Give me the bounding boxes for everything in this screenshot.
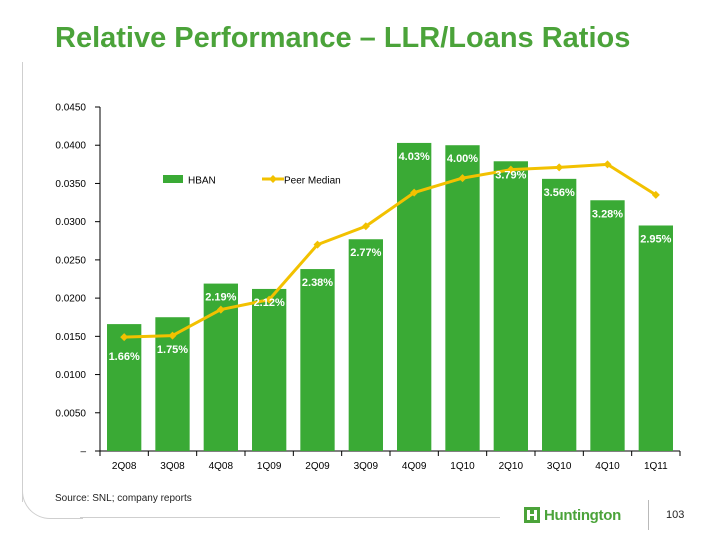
point-peer-median	[216, 305, 225, 314]
bar-value-label: 3.28%	[592, 208, 623, 220]
bar-hban	[542, 178, 577, 451]
x-tick-label: 2Q10	[499, 461, 524, 472]
line-peer-median	[124, 162, 657, 339]
legend-label-hban: HBAN	[188, 176, 216, 187]
page-number: 103	[666, 509, 685, 521]
point-peer-median	[168, 331, 177, 340]
y-tick-label: 0.0400	[55, 141, 86, 152]
x-tick-label: 4Q10	[595, 461, 620, 472]
bar-hban	[445, 145, 480, 451]
point-peer-median	[313, 240, 322, 249]
bar-hban	[300, 269, 335, 451]
x-tick-label: 1Q10	[450, 461, 475, 472]
bar-value-label: 4.03%	[399, 151, 430, 163]
logo-text: Huntington	[544, 506, 621, 524]
frame-corner	[22, 478, 83, 519]
x-tick-label: 3Q09	[354, 461, 379, 472]
y-tick-label: 0.0050	[55, 408, 86, 419]
legend-swatch-hban	[163, 175, 183, 183]
bar-hban	[590, 200, 625, 451]
huntington-logo-icon	[524, 507, 540, 523]
y-tick-label: –	[80, 447, 86, 458]
bar-hban	[348, 239, 383, 451]
y-tick-label: 0.0350	[55, 179, 86, 190]
y-tick-label: 0.0100	[55, 370, 86, 381]
bar-value-label: 1.75%	[157, 344, 188, 356]
x-tick-label: 3Q08	[160, 461, 185, 472]
frame-line-bottom	[80, 517, 500, 518]
bar-value-label: 2.12%	[254, 297, 285, 309]
x-tick-label: 4Q09	[402, 461, 427, 472]
x-tick-label: 3Q10	[547, 461, 572, 472]
y-tick-label: 0.0450	[55, 103, 86, 114]
x-tick-label: 1Q09	[257, 461, 282, 472]
bar-hban	[638, 225, 673, 451]
point-peer-median	[458, 174, 467, 183]
bar-value-label: 3.56%	[544, 187, 575, 199]
bar-hban	[252, 288, 287, 451]
point-peer-median	[120, 333, 129, 342]
source-note: Source: SNL; company reports	[55, 493, 192, 504]
legend-marker-peer-median	[269, 175, 277, 183]
legend-label-peer-median: Peer Median	[284, 176, 341, 187]
bar-value-label: 3.79%	[495, 169, 526, 181]
point-peer-median	[603, 160, 612, 169]
point-peer-median	[265, 295, 274, 304]
y-tick-label: 0.0150	[55, 332, 86, 343]
point-peer-median	[410, 188, 419, 197]
bar-hban	[107, 324, 142, 451]
bar-value-label: 1.66%	[109, 351, 140, 363]
y-tick-label: 0.0300	[55, 217, 86, 228]
x-tick-label: 4Q08	[209, 461, 234, 472]
y-tick-label: 0.0200	[55, 294, 86, 305]
bar-value-label: 2.77%	[350, 247, 381, 259]
point-peer-median	[555, 163, 564, 172]
footer-divider	[648, 500, 649, 530]
x-tick-label: 1Q11	[644, 461, 668, 472]
slide-title: Relative Performance – LLR/Loans Ratios	[55, 22, 631, 54]
point-peer-median	[506, 165, 515, 174]
frame-line-left	[22, 62, 23, 502]
bar-value-label: 2.95%	[640, 233, 671, 245]
bar-value-label: 4.00%	[447, 153, 478, 165]
point-peer-median	[651, 190, 660, 199]
x-tick-label: 2Q08	[112, 461, 137, 472]
bar-value-label: 2.38%	[302, 277, 333, 289]
huntington-logo: Huntington	[524, 506, 621, 524]
x-tick-label: 2Q09	[305, 461, 330, 472]
y-tick-label: 0.0250	[55, 255, 86, 266]
bar-value-label: 2.19%	[205, 292, 236, 304]
point-peer-median	[361, 222, 370, 231]
bar-hban	[493, 161, 528, 451]
